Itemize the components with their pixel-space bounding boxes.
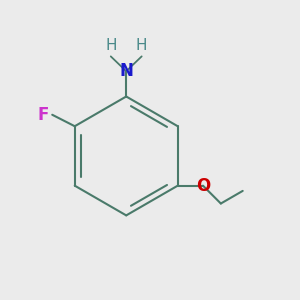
Text: H: H	[105, 38, 116, 53]
Text: H: H	[136, 38, 147, 53]
Text: N: N	[119, 62, 133, 80]
Text: F: F	[38, 106, 49, 124]
Text: O: O	[196, 177, 210, 195]
